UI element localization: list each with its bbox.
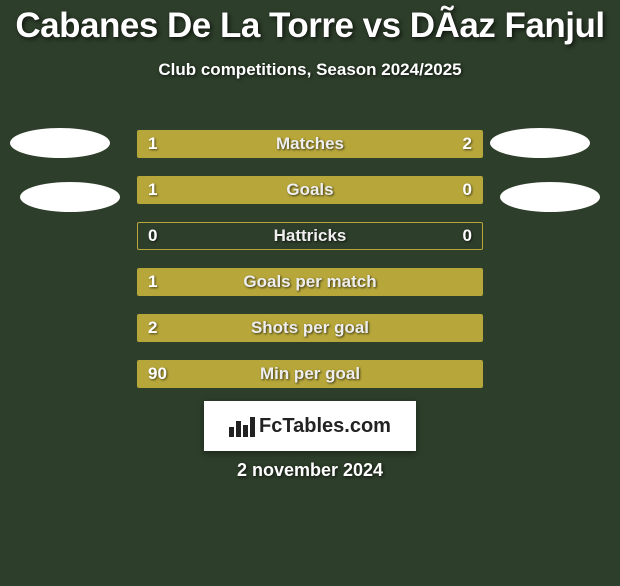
row-label: Goals per match: [138, 269, 482, 295]
row-label: Shots per goal: [138, 315, 482, 341]
row-label: Goals: [138, 177, 482, 203]
comparison-chart: 12Matches 10Goals 00Hattricks 1Goals per ma…: [137, 130, 483, 406]
date-text: 2 november 2024: [0, 460, 620, 481]
bar-icon: [229, 415, 255, 437]
stat-row: 00Hattricks: [137, 222, 483, 250]
stat-row: 2Shots per goal: [137, 314, 483, 342]
stat-row: 12Matches: [137, 130, 483, 158]
left-team-badge: [20, 182, 120, 212]
right-team-badge: [490, 128, 590, 158]
page-subtitle: Club competitions, Season 2024/2025: [0, 60, 620, 80]
stat-row: 1Goals per match: [137, 268, 483, 296]
right-team-badge: [500, 182, 600, 212]
left-team-badge: [10, 128, 110, 158]
page-title: Cabanes De La Torre vs DÃ­az Fanjul: [0, 6, 620, 46]
fctables-watermark: FcTables.com: [204, 401, 416, 451]
stat-row: 90Min per goal: [137, 360, 483, 388]
row-label: Hattricks: [138, 223, 482, 249]
stat-row: 10Goals: [137, 176, 483, 204]
brand-text: FcTables.com: [259, 415, 391, 438]
row-label: Matches: [138, 131, 482, 157]
row-label: Min per goal: [138, 361, 482, 387]
